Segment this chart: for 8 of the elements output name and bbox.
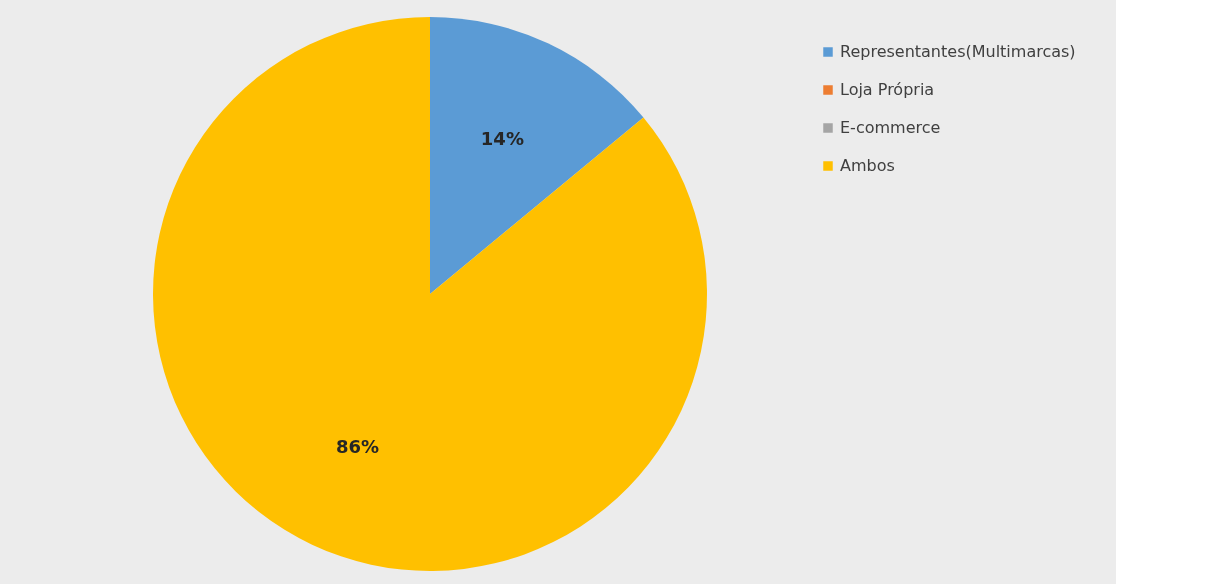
legend-label: E-commerce [840,118,941,137]
pie-slice [153,17,707,571]
legend-label: Loja Própria [840,80,935,99]
legend-label: Representantes(Multimarcas) [840,42,1076,61]
data-label: 14% [480,128,524,150]
data-label: 86% [336,435,380,457]
pie-slice [430,17,644,294]
legend-label: Ambos [840,156,895,175]
